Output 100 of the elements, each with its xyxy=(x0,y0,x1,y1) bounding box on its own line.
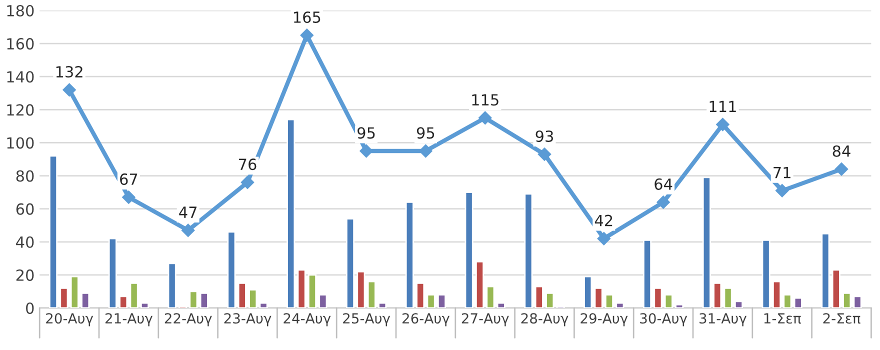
bar xyxy=(318,294,328,308)
bar xyxy=(486,286,495,308)
data-label: 95 xyxy=(358,127,375,139)
y-tick-label: 140 xyxy=(7,71,34,83)
bar xyxy=(200,292,208,308)
x-tick-label: 21-Αυγ xyxy=(105,313,153,326)
bar xyxy=(734,300,743,308)
bar xyxy=(664,294,673,308)
bar xyxy=(297,269,306,308)
x-tick-label: 29-Αυγ xyxy=(580,313,628,326)
data-label: 71 xyxy=(774,167,790,178)
bar xyxy=(772,280,782,308)
y-tick-label: 160 xyxy=(7,38,34,50)
bar xyxy=(81,292,90,308)
y-tick-label: 120 xyxy=(7,104,34,116)
y-tick-label: 60 xyxy=(16,203,34,215)
bar xyxy=(713,282,722,308)
bar xyxy=(108,238,117,308)
data-label: 95 xyxy=(416,127,434,139)
y-tick-label: 100 xyxy=(7,137,34,149)
data-label: 165 xyxy=(294,11,320,24)
x-tick-label: 31-Αυγ xyxy=(700,313,747,326)
bar xyxy=(416,282,425,308)
bar xyxy=(259,302,268,308)
x-tick-label: 1-Σεπ xyxy=(764,313,801,324)
bar xyxy=(794,297,802,308)
point xyxy=(300,28,314,42)
data-label: 93 xyxy=(536,130,553,142)
point xyxy=(776,184,789,198)
bar xyxy=(475,261,484,308)
data-label: 67 xyxy=(120,173,138,185)
x-tick-label: 27-Αυγ xyxy=(462,313,509,326)
point xyxy=(240,176,254,189)
bar xyxy=(130,282,138,308)
x-tick-label: 26-Αυγ xyxy=(402,313,450,326)
x-tick-label: 25-Αυγ xyxy=(343,313,390,326)
bar xyxy=(524,193,533,308)
bar xyxy=(604,294,614,308)
bar xyxy=(346,218,355,308)
bar xyxy=(821,232,830,308)
x-tick-label: 28-Αυγ xyxy=(521,313,568,326)
point xyxy=(122,190,136,204)
x-tick-label: 2-Σεπ xyxy=(823,313,860,324)
y-tick-label: 0 xyxy=(26,302,34,314)
bar xyxy=(702,176,711,308)
bar xyxy=(426,294,436,308)
bar xyxy=(675,304,684,308)
x-tick-label: 30-Αυγ xyxy=(640,313,688,326)
bar xyxy=(464,192,474,308)
point xyxy=(360,144,373,158)
bar xyxy=(60,287,68,308)
x-tick-label: 24-Αυγ xyxy=(284,313,331,326)
point xyxy=(716,118,730,132)
bar xyxy=(643,240,652,308)
point xyxy=(419,144,432,158)
data-label: 115 xyxy=(472,94,498,106)
bar xyxy=(308,274,317,308)
bar xyxy=(832,269,840,308)
bar xyxy=(584,276,592,308)
bar xyxy=(437,294,446,308)
bar xyxy=(286,118,296,308)
bar xyxy=(70,276,79,308)
bar xyxy=(367,280,376,308)
y-tick-label: 80 xyxy=(16,170,34,182)
data-label: 47 xyxy=(179,206,197,218)
bar xyxy=(654,287,662,308)
x-tick-label: 20-Αυγ xyxy=(46,313,94,326)
bar xyxy=(140,302,149,308)
bar xyxy=(168,262,176,308)
bar xyxy=(49,155,58,308)
bar xyxy=(534,286,544,308)
data-label: 132 xyxy=(56,66,82,78)
point xyxy=(597,232,610,246)
point xyxy=(62,83,76,96)
bar xyxy=(842,292,852,308)
bar xyxy=(119,296,128,308)
bar xyxy=(405,202,414,308)
bar xyxy=(378,302,387,308)
bar xyxy=(227,231,236,308)
bar xyxy=(594,287,603,308)
y-tick-label: 180 xyxy=(7,4,34,17)
y-tick-label: 40 xyxy=(16,236,34,248)
y-tick-label: 20 xyxy=(16,269,34,281)
data-label: 76 xyxy=(239,158,256,170)
bar xyxy=(189,290,198,308)
x-tick-label: 22-Αυγ xyxy=(164,313,212,326)
bar xyxy=(853,296,862,308)
bar xyxy=(238,282,246,308)
data-label: 64 xyxy=(654,178,672,190)
bar xyxy=(248,289,258,308)
bar xyxy=(783,294,792,308)
data-label: 111 xyxy=(710,100,736,112)
bar xyxy=(616,302,624,308)
point xyxy=(656,196,670,209)
point xyxy=(478,111,492,125)
x-tick-label: 23-Αυγ xyxy=(224,313,272,326)
bar xyxy=(546,292,554,308)
point xyxy=(538,148,552,161)
data-label: 84 xyxy=(832,145,850,157)
bar xyxy=(762,240,770,308)
